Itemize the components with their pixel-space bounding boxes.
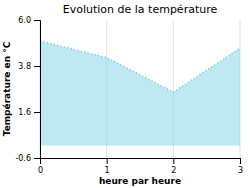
tick-label: 6.0 (18, 16, 31, 25)
tick: 3.8 (18, 62, 40, 71)
x-axis: 0 1 2 3 (38, 158, 243, 175)
tick-mark (34, 158, 40, 159)
tick: 6.0 (18, 16, 40, 25)
y-axis: -0.6 1.6 3.8 6.0 (15, 16, 40, 163)
tick-mark (240, 158, 241, 164)
chart: 0 1 2 3 -0.6 1.6 3.8 6.0 Evolution de la tempéra… (0, 0, 250, 188)
grid (40, 20, 240, 158)
tick: -0.6 (15, 154, 40, 163)
line (40, 41, 240, 92)
title: Evolution de la température (63, 3, 218, 16)
x-axis-title: heure par heure (99, 176, 181, 186)
axis-line (41, 159, 241, 165)
area (40, 41, 240, 146)
tick-mark (34, 20, 40, 21)
tick: 1.6 (18, 108, 40, 117)
tick-mark (34, 112, 40, 113)
y-axis-title: Température en °C (2, 41, 12, 136)
tick-label: 0 (38, 166, 43, 175)
tick-label: -0.6 (15, 154, 31, 163)
tick-label: 1.6 (18, 108, 31, 117)
tick-label: 3 (238, 166, 243, 175)
tick-label: 3.8 (18, 62, 31, 71)
axis-line (34, 21, 41, 159)
tick: 3 (238, 158, 243, 175)
tick-mark (107, 158, 108, 164)
marks (40, 41, 240, 146)
plot: 0 1 2 3 -0.6 1.6 3.8 6.0 (15, 16, 243, 175)
tick-label: 1 (105, 166, 110, 175)
tick: 0 (38, 158, 43, 175)
tick-mark (34, 66, 40, 67)
tick-label: 2 (171, 166, 176, 175)
tick: 2 (171, 158, 176, 175)
tick: 1 (105, 158, 110, 175)
tick-mark (173, 158, 174, 164)
